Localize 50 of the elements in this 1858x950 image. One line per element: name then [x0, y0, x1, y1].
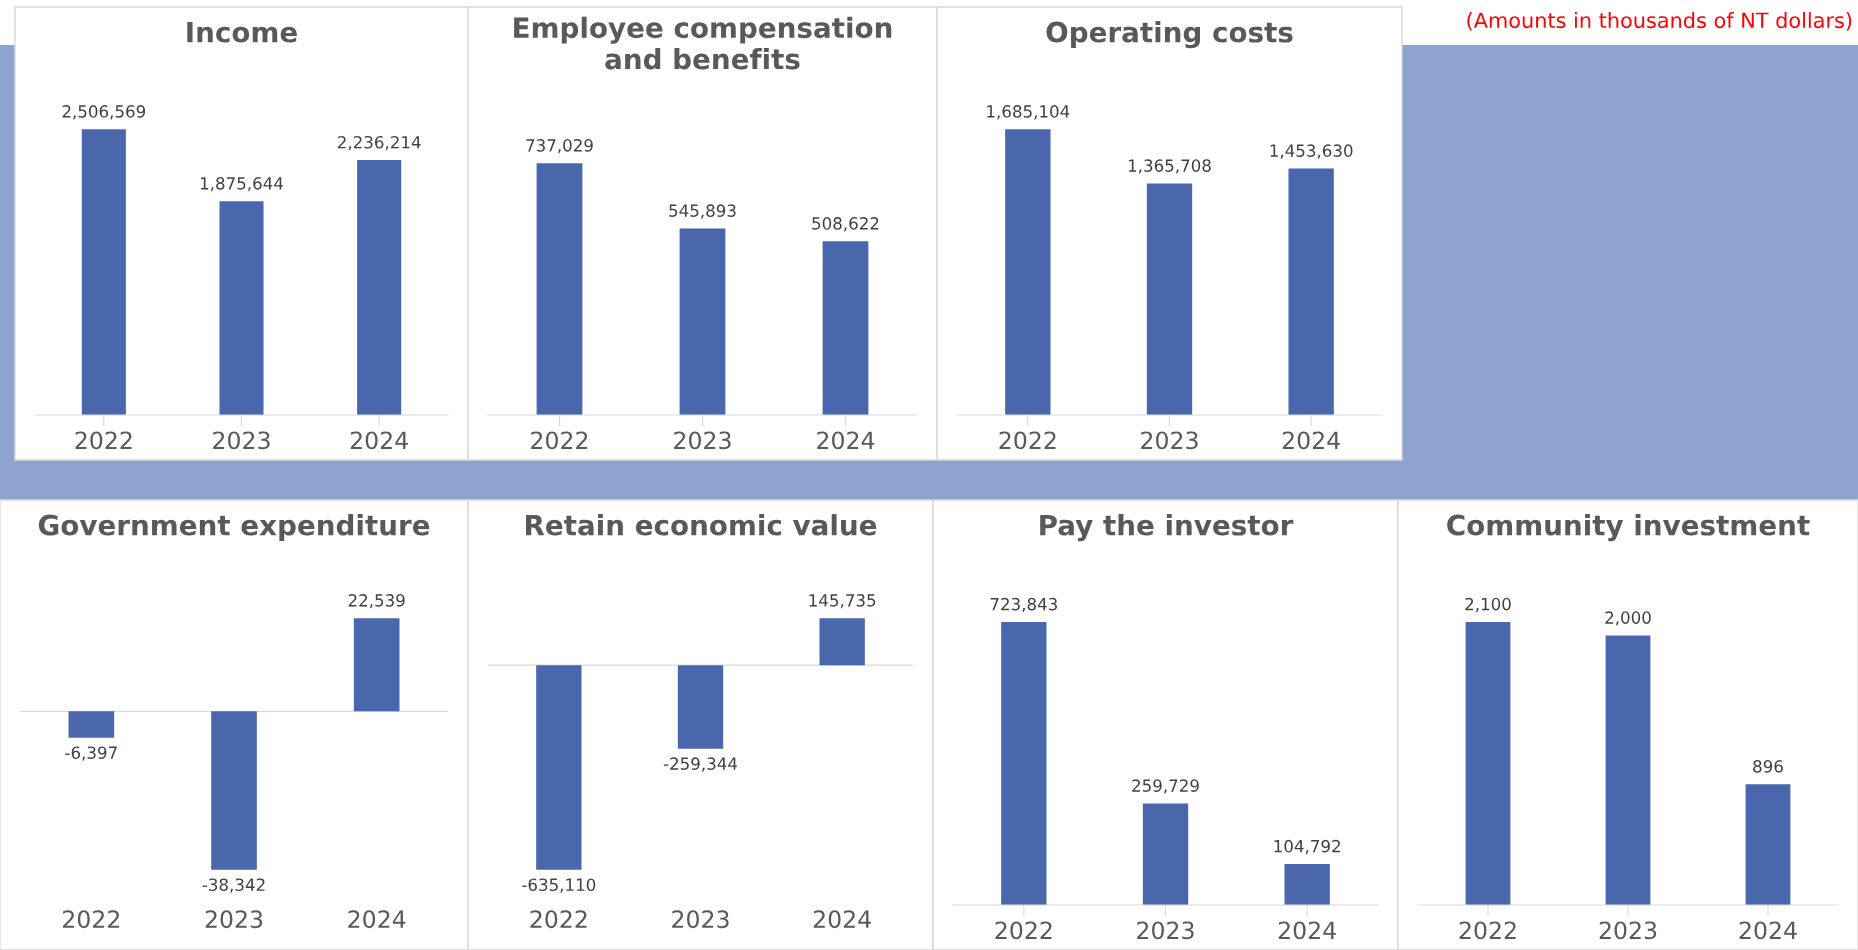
- data-label: 896: [1753, 760, 1783, 773]
- data-label: 1,685,104: [987, 105, 1070, 120]
- x-tick-label: 2022: [531, 431, 588, 450]
- chart-title: Employee compensation and benefits: [514, 16, 892, 70]
- x-tick-label: 2023: [205, 910, 263, 929]
- data-label: 2,236,214: [337, 135, 421, 151]
- data-label: 1,365,708: [1128, 159, 1211, 174]
- x-tick-label: 2024: [1282, 431, 1340, 450]
- chart-title: Operating costs: [1046, 21, 1293, 49]
- x-tick-label: 2022: [999, 431, 1056, 450]
- data-label: 259,729: [1132, 779, 1199, 794]
- data-label: 737,029: [526, 139, 593, 154]
- data-label: 145,735: [809, 594, 876, 609]
- x-tick-label: 2024: [1278, 921, 1336, 940]
- x-tick-label: 2023: [1137, 921, 1194, 940]
- chart-title: Pay the investor: [1040, 514, 1294, 542]
- data-label: 545,893: [669, 204, 736, 219]
- data-label: 1,453,630: [1270, 144, 1353, 159]
- x-tick-label: 2022: [530, 910, 587, 929]
- x-tick-label: 2024: [813, 910, 871, 929]
- x-tick-label: 2022: [63, 910, 120, 929]
- chart-title: Retain economic value: [526, 514, 877, 536]
- data-label: 22,539: [348, 594, 405, 609]
- x-tick-label: 2024: [1739, 921, 1797, 940]
- x-tick-label: 2023: [1141, 431, 1198, 450]
- x-tick-label: 2024: [348, 910, 406, 929]
- data-label: 723,843: [990, 597, 1057, 613]
- text: (Amounts in thousands of NT dollars): [1467, 12, 1852, 31]
- data-label: -6,397: [65, 746, 117, 761]
- x-tick-label: 2022: [75, 431, 132, 450]
- x-tick-label: 2023: [1599, 921, 1657, 940]
- x-tick-label: 2024: [350, 431, 408, 450]
- chart-title: Income: [187, 21, 297, 43]
- x-tick-label: 2024: [817, 431, 875, 450]
- data-label: 104,792: [1274, 839, 1340, 855]
- x-tick-label: 2023: [674, 431, 731, 450]
- chart-title: Community investment: [1447, 514, 1810, 542]
- x-tick-label: 2023: [672, 910, 729, 929]
- x-tick-label: 2023: [213, 431, 270, 450]
- x-tick-label: 2022: [995, 921, 1052, 940]
- data-label: 2,506,569: [62, 105, 146, 120]
- chart-title: Government expenditure: [38, 514, 430, 541]
- data-label: 508,622: [812, 217, 879, 232]
- data-label: -38,342: [202, 878, 265, 893]
- x-tick-label: 2022: [1459, 921, 1516, 940]
- data-label: 1,875,644: [200, 177, 283, 192]
- data-label: -259,344: [663, 757, 738, 772]
- data-label: 2,100: [1465, 597, 1511, 613]
- data-label: 2,000: [1605, 611, 1651, 626]
- data-label: -635,110: [522, 878, 596, 893]
